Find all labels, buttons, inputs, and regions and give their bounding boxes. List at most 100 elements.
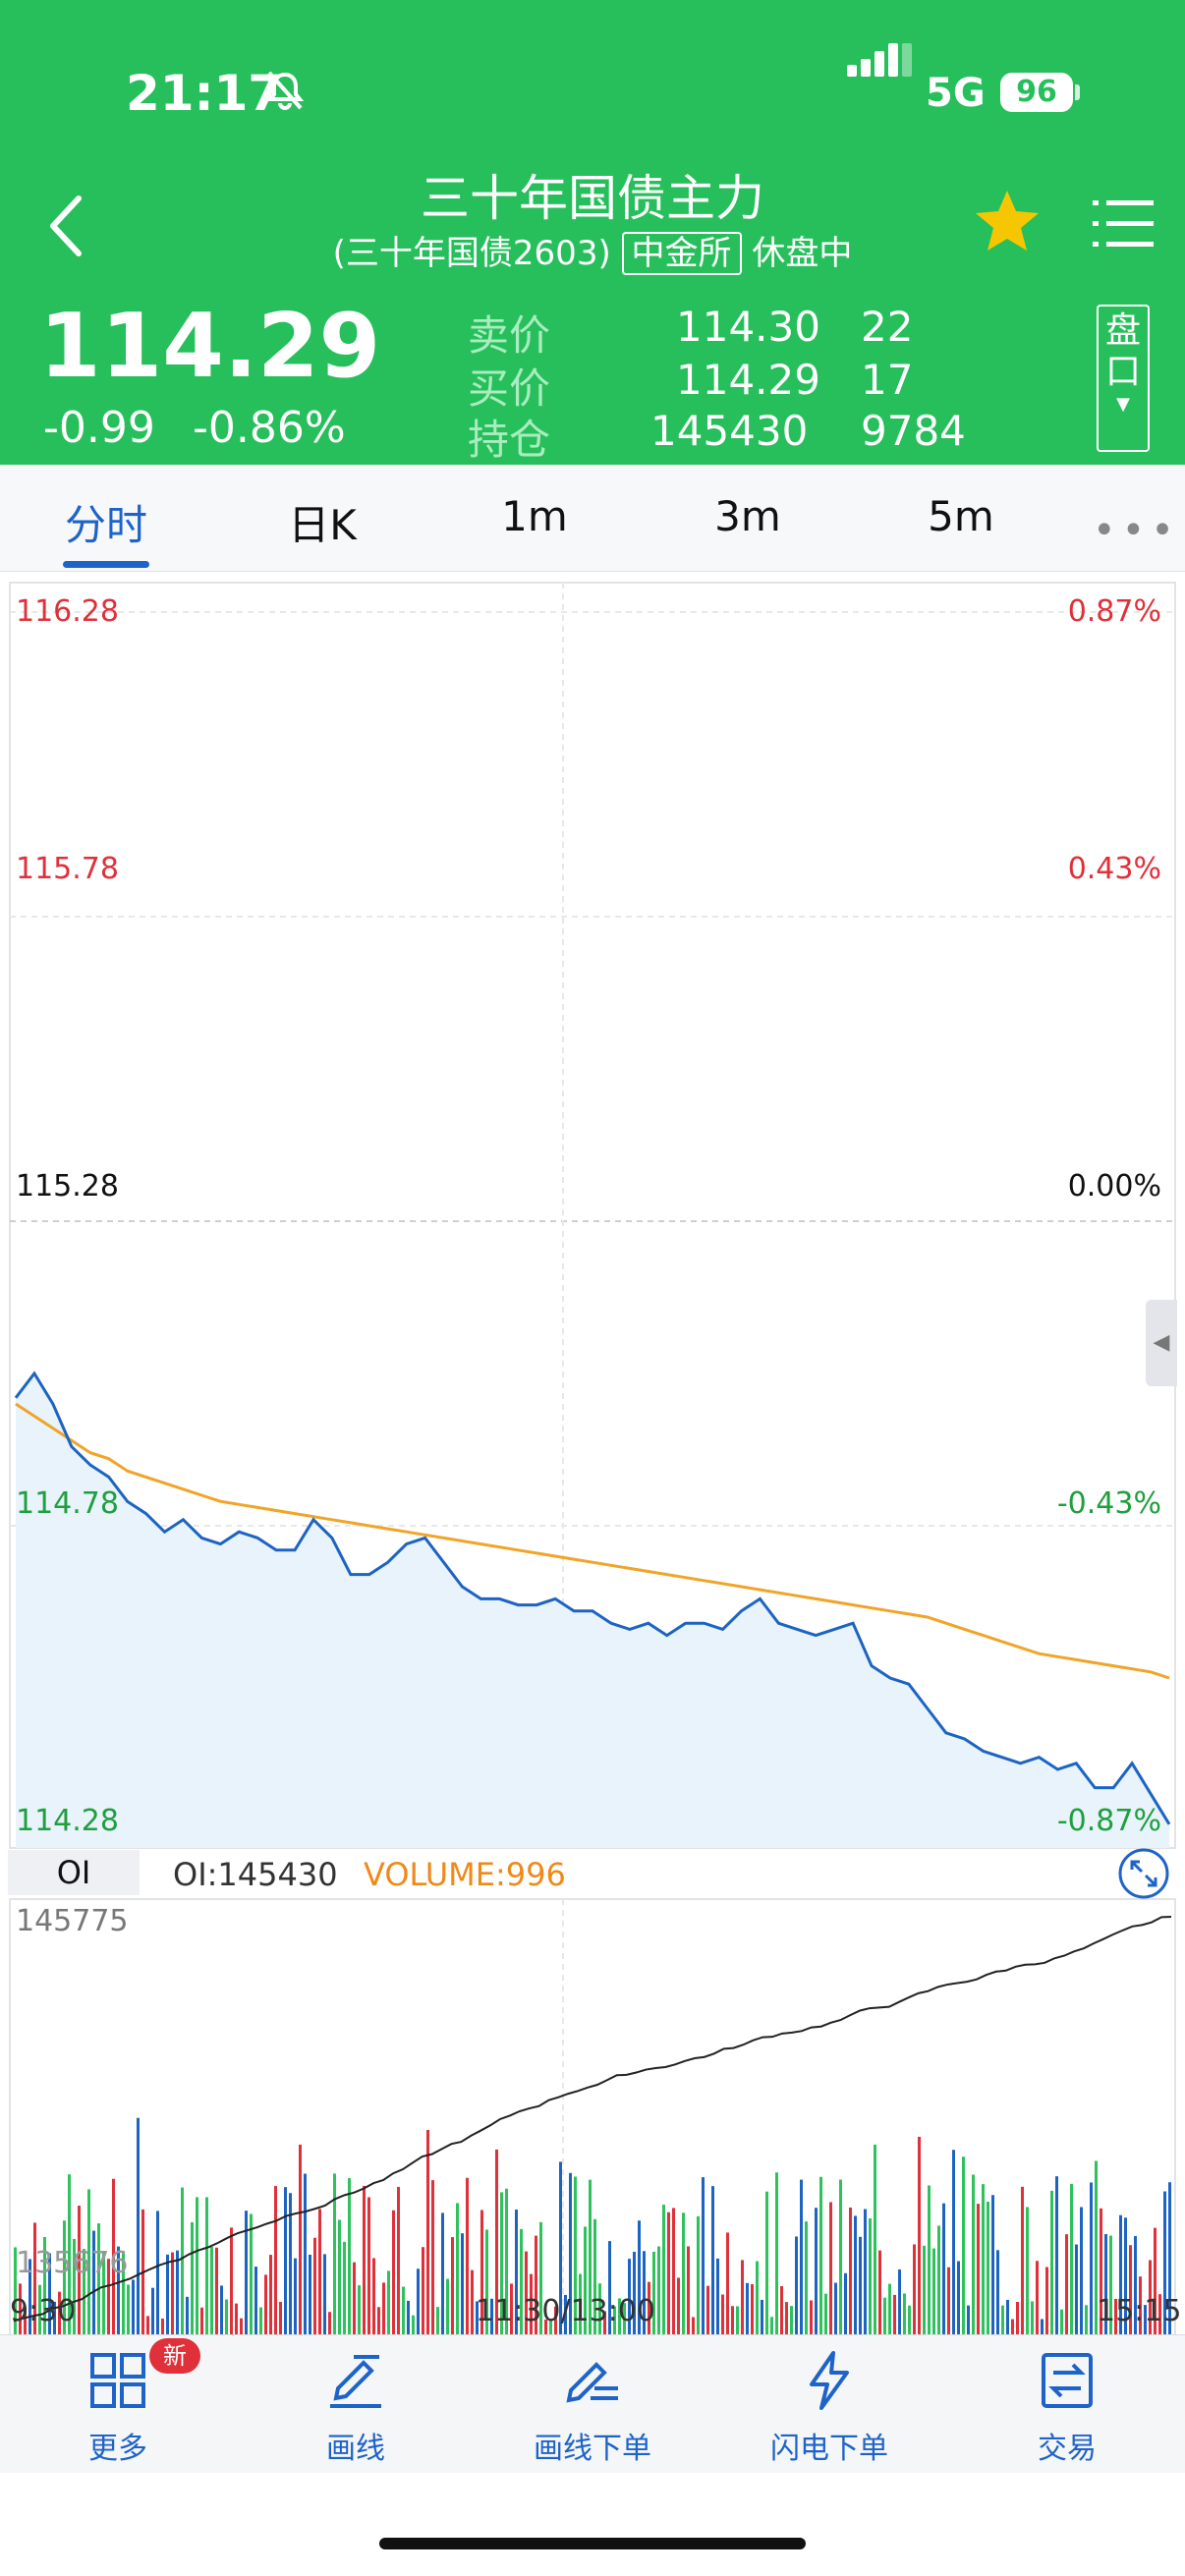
toolbar-label: 闪电下单 — [770, 2432, 888, 2466]
volume-bar — [328, 2312, 331, 2339]
ask-label: 卖价 — [468, 311, 551, 360]
volume-bar — [687, 2246, 690, 2339]
bottom-toolbar: 更多 画线 画线下单 闪电下单 交易 — [0, 2334, 1185, 2473]
menu-icon[interactable] — [1093, 195, 1154, 253]
volume-bar — [372, 2258, 375, 2339]
volume-bar — [1109, 2235, 1112, 2339]
volume-bar — [353, 2262, 356, 2339]
ask-qty: 22 — [861, 303, 914, 351]
volume-bar — [358, 2285, 361, 2339]
volume-bar — [1065, 2234, 1068, 2339]
volume-bar — [441, 2212, 444, 2339]
volume-bar — [584, 2226, 587, 2339]
volume-bar — [535, 2235, 537, 2339]
volume-bar — [706, 2285, 709, 2339]
tab-1m[interactable]: 1m — [501, 492, 568, 540]
volume-bar — [874, 2144, 876, 2339]
volume-bar — [1016, 2302, 1019, 2339]
tab-3m[interactable]: 3m — [714, 492, 781, 540]
volume-bar — [987, 2202, 989, 2339]
toolbar-draw[interactable]: 画线 — [277, 2349, 434, 2467]
volume-bar — [849, 2207, 852, 2339]
volume-bar — [461, 2233, 464, 2339]
volume-readout: VOLUME:996 — [364, 1856, 566, 1893]
home-indicator[interactable] — [379, 2538, 806, 2549]
volume-bar — [864, 2209, 867, 2339]
bid-label: 买价 — [468, 364, 551, 413]
volume-bar — [859, 2236, 862, 2339]
volume-bar — [770, 2317, 773, 2339]
toolbar-draw-order[interactable]: 画线下单 — [514, 2349, 671, 2467]
volume-bar — [151, 2287, 154, 2339]
volume-bar — [805, 2221, 808, 2339]
tab-daily-k[interactable]: 日K — [288, 501, 357, 549]
expand-icon[interactable] — [1116, 1846, 1171, 1901]
volume-bar — [1149, 2260, 1152, 2339]
volume-bar — [1031, 2301, 1034, 2339]
volume-bar — [28, 2259, 31, 2339]
volume-bar — [893, 2294, 896, 2339]
volume-bar — [834, 2282, 837, 2339]
volume-bar — [407, 2300, 410, 2339]
last-price: 114.29 — [39, 295, 381, 398]
tab-intraday[interactable]: 分时 — [64, 501, 148, 549]
side-handle[interactable]: ◀ — [1146, 1300, 1177, 1386]
pankou-button[interactable]: 盘口 ▼ — [1097, 305, 1150, 452]
volume-bar — [1085, 2305, 1088, 2339]
pct-tick-label: 0.43% — [1067, 852, 1161, 886]
volume-bar — [225, 2299, 228, 2339]
back-icon[interactable] — [39, 187, 98, 265]
volume-bar — [245, 2211, 248, 2339]
volume-bar — [1070, 2183, 1073, 2339]
favorite-star-icon[interactable] — [973, 187, 1042, 255]
volume-bar — [466, 2177, 469, 2339]
volume-bar — [451, 2237, 454, 2339]
price-tick-label: 115.78 — [16, 852, 119, 886]
volume-bar — [569, 2172, 572, 2339]
volume-bar — [485, 2229, 488, 2339]
volume-bar — [1163, 2191, 1166, 2339]
intraday-chart[interactable]: 116.28 0.87% 115.78 0.43% 115.28 0.00% 1… — [0, 571, 1185, 2339]
volume-bar — [313, 2237, 316, 2339]
toolbar-more[interactable]: 更多 — [39, 2349, 197, 2467]
price-line — [14, 1371, 1171, 1825]
tab-5m[interactable]: 5m — [928, 492, 994, 540]
volume-bar — [1026, 2207, 1029, 2339]
volume-bar — [436, 2307, 439, 2339]
volume-bar — [73, 2238, 76, 2339]
header: 21:17 5G 96 三十年国债主力 (三十年国债2603) 中金所 休盘中 … — [0, 0, 1185, 465]
volume-bar — [564, 2294, 567, 2339]
avg-price-line — [15, 1402, 1170, 1680]
volume-bar — [500, 2192, 503, 2339]
volume-bar — [141, 2209, 144, 2339]
volume-bar — [446, 2278, 449, 2339]
volume-bar — [431, 2180, 434, 2339]
toolbar-trade[interactable]: 交易 — [988, 2349, 1146, 2467]
volume-bar — [549, 2319, 552, 2339]
volume-bar — [613, 2306, 616, 2339]
volume-bar — [657, 2246, 660, 2339]
volume-bar — [1095, 2160, 1098, 2339]
volume-bar — [982, 2184, 985, 2339]
toolbar-flash-order[interactable]: 闪电下单 — [751, 2349, 908, 2467]
volume-bar — [648, 2281, 650, 2339]
lightning-icon — [810, 2351, 849, 2410]
price-tick-label: 114.28 — [16, 1804, 119, 1838]
indicator-tag[interactable]: OI — [8, 1850, 140, 1895]
volume-bar — [1158, 2294, 1161, 2339]
volume-bar — [254, 2267, 257, 2339]
volume-bar — [63, 2220, 66, 2339]
volume-bar — [377, 2307, 380, 2339]
volume-bar — [343, 2241, 346, 2339]
volume-bar — [107, 2259, 110, 2339]
volume-bar — [426, 2129, 429, 2339]
more-dots-icon[interactable]: ••• — [1093, 508, 1180, 553]
oi-change: 9784 — [861, 407, 966, 455]
volume-bar — [38, 2284, 41, 2339]
volume-bar — [731, 2306, 734, 2339]
volume-bar — [1045, 2267, 1048, 2339]
volume-bar — [628, 2259, 631, 2339]
volume-bar — [800, 2179, 803, 2339]
ask-price: 114.30 — [676, 303, 820, 351]
volume-bar — [539, 2221, 542, 2339]
